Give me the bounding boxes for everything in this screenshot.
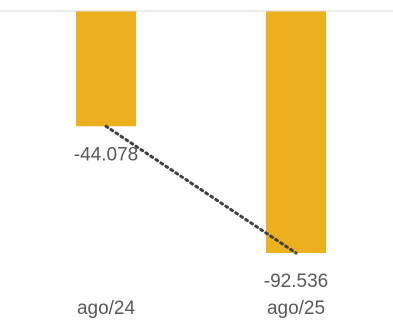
category-labels-group: ago/24 ago/25 [77,298,325,319]
value-labels-group: -44.078 -92.536 [74,144,328,292]
value-label-ago/25: -92.536 [264,271,328,292]
bar-ago/24 [76,11,136,127]
trendline [104,124,298,255]
category-label-ago/24: ago/24 [77,298,136,319]
category-label-ago/25: ago/25 [267,298,325,319]
bar-ago/25 [266,11,326,253]
value-label-ago/24: -44.078 [74,144,138,165]
bars-group [76,11,326,253]
